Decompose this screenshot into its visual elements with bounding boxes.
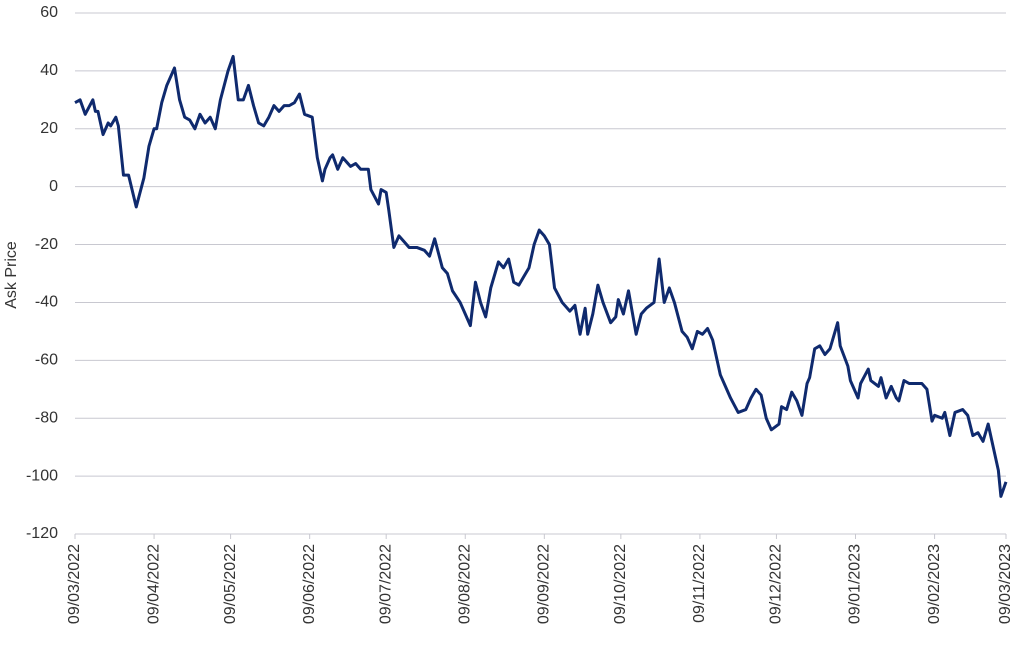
y-tick-label: 20 xyxy=(40,120,58,137)
x-tick-label: 09/06/2022 xyxy=(301,544,318,624)
y-tick-label: 0 xyxy=(49,178,58,195)
y-tick-label: -120 xyxy=(26,525,58,542)
y-tick-label: -100 xyxy=(26,467,58,484)
x-tick-label: 09/12/2022 xyxy=(768,544,785,624)
x-tick-label: 09/01/2023 xyxy=(847,544,864,624)
y-tick-label: 40 xyxy=(40,62,58,79)
x-tick-label: 09/08/2022 xyxy=(456,544,473,624)
x-tick-label: 09/03/2022 xyxy=(66,544,83,624)
x-tick-label: 09/10/2022 xyxy=(612,544,629,624)
y-tick-label: -60 xyxy=(35,352,58,369)
x-tick-label: 09/02/2023 xyxy=(926,544,943,624)
x-tick-label: 09/03/2023 xyxy=(997,544,1014,624)
x-tick-label: 09/09/2022 xyxy=(536,544,553,624)
y-axis-label: Ask Price xyxy=(3,241,20,309)
x-tick-label: 09/05/2022 xyxy=(222,544,239,624)
y-tick-label: -20 xyxy=(35,236,58,253)
x-tick-label: 09/07/2022 xyxy=(377,544,394,624)
y-tick-label: -40 xyxy=(35,294,58,311)
x-tick-label: 09/11/2022 xyxy=(691,544,708,623)
y-tick-label: 60 xyxy=(40,4,58,21)
price-line xyxy=(74,54,1008,498)
x-tick-label: 09/04/2022 xyxy=(145,544,162,624)
y-tick-label: -80 xyxy=(35,409,58,426)
